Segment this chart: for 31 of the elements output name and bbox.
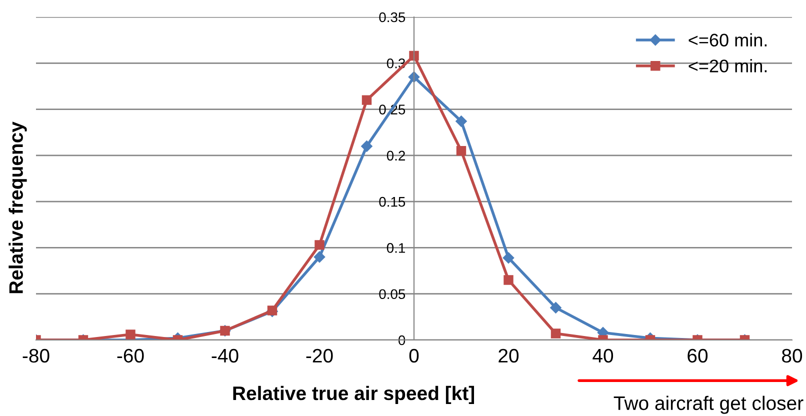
point: [314, 240, 324, 250]
x-tick-label: -20: [306, 348, 333, 363]
x-tick-label: -80: [22, 348, 50, 363]
point: [362, 95, 372, 105]
point: [550, 302, 562, 314]
point: [126, 330, 136, 340]
x-axis-title: Relative true air speed [kt]: [233, 386, 474, 404]
y-tick-label: 0.15: [379, 196, 406, 207]
x-tick-label: 40: [592, 348, 614, 363]
legend-label: <=60 min.: [688, 33, 767, 47]
x-tick-label: -60: [117, 348, 144, 363]
x-tick-label: 80: [782, 348, 802, 363]
point: [456, 116, 467, 127]
y-tick-label: 0.2: [386, 150, 405, 161]
y-axis-title: Relative frequency: [8, 122, 27, 294]
point: [314, 251, 326, 263]
point: [456, 146, 466, 156]
x-tick-label: 20: [498, 348, 519, 363]
x-tick-label: -40: [212, 348, 238, 363]
point: [361, 140, 372, 152]
x-tick-label: 60: [688, 348, 708, 363]
point: [502, 252, 514, 264]
point: [550, 328, 561, 338]
y-tick-label: 0.05: [379, 289, 406, 300]
text: Two aircraft get closer: [614, 396, 804, 414]
point: [504, 275, 514, 285]
y-tick-label: 0.1: [386, 243, 405, 253]
point: [409, 50, 419, 61]
x-tick-label: 0: [409, 348, 419, 363]
legend-label: <=20 min.: [688, 59, 767, 72]
y-tick-label: 0.35: [379, 12, 406, 22]
